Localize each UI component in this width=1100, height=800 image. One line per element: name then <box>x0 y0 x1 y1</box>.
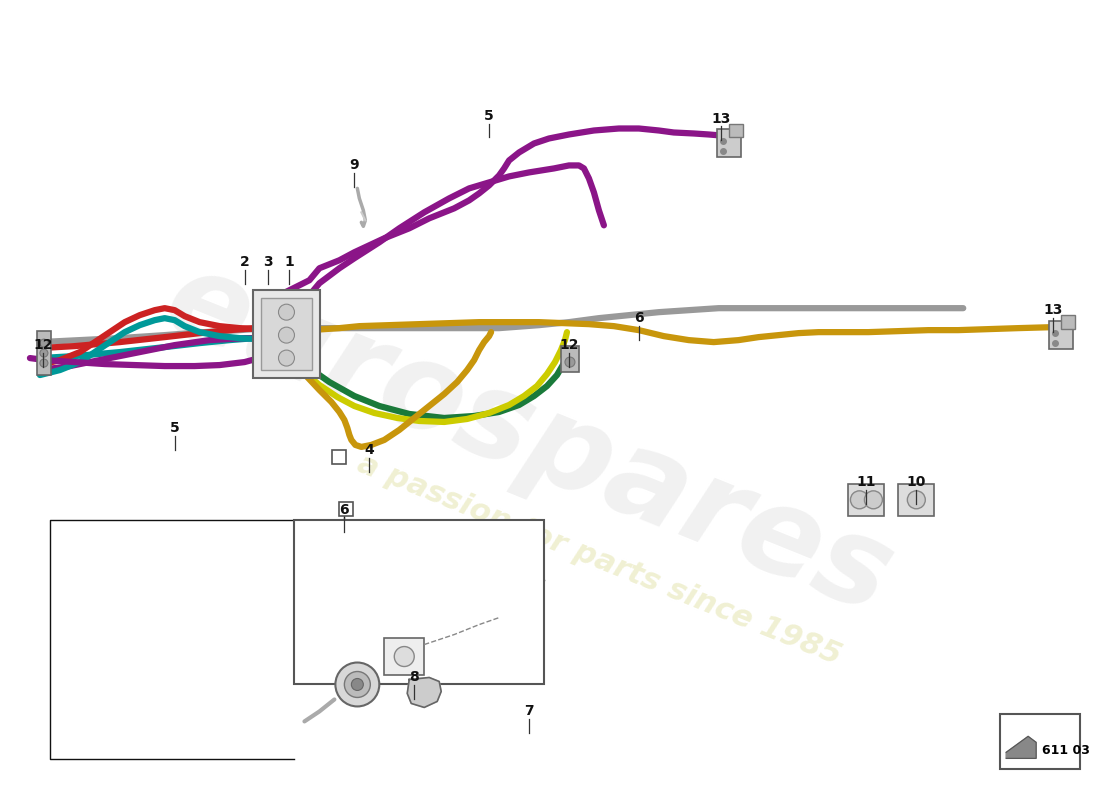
Circle shape <box>344 671 371 698</box>
Circle shape <box>40 349 48 357</box>
Circle shape <box>908 491 925 509</box>
Text: 7: 7 <box>525 705 533 718</box>
Circle shape <box>278 304 295 320</box>
Text: 5: 5 <box>169 421 179 435</box>
Text: eurospares: eurospares <box>148 241 910 639</box>
Text: 611 03: 611 03 <box>1042 744 1090 757</box>
Text: 8: 8 <box>409 670 419 685</box>
Text: 3: 3 <box>263 255 273 270</box>
Bar <box>37 331 51 375</box>
Bar <box>848 484 884 516</box>
Text: 13: 13 <box>711 111 730 126</box>
Text: 9: 9 <box>350 158 360 173</box>
Circle shape <box>850 491 868 509</box>
Text: a passion for parts since 1985: a passion for parts since 1985 <box>353 449 845 670</box>
Bar <box>295 520 544 685</box>
Bar <box>1000 714 1080 770</box>
Circle shape <box>40 339 48 347</box>
Circle shape <box>351 678 363 690</box>
Text: 1: 1 <box>285 255 295 270</box>
Text: 13: 13 <box>1044 303 1063 317</box>
Text: 5: 5 <box>484 109 494 122</box>
Circle shape <box>565 357 575 367</box>
Circle shape <box>278 350 295 366</box>
Bar <box>261 298 312 370</box>
Text: 4: 4 <box>364 443 374 457</box>
Circle shape <box>40 359 48 367</box>
Text: 10: 10 <box>906 475 926 489</box>
Text: 12: 12 <box>559 338 579 352</box>
Bar <box>253 290 320 378</box>
Circle shape <box>278 327 295 343</box>
Circle shape <box>336 662 380 706</box>
Text: 6: 6 <box>634 311 643 325</box>
Bar <box>1049 321 1072 349</box>
Text: 2: 2 <box>240 255 250 270</box>
Polygon shape <box>407 678 441 707</box>
Bar <box>332 450 346 464</box>
Bar <box>384 638 425 675</box>
Text: 6: 6 <box>340 502 349 517</box>
Text: 11: 11 <box>857 475 877 489</box>
Bar <box>728 123 743 138</box>
Bar <box>1062 315 1075 329</box>
Bar <box>899 484 934 516</box>
Bar <box>561 346 579 372</box>
Circle shape <box>865 491 882 509</box>
Bar <box>717 130 740 158</box>
Polygon shape <box>1006 736 1036 758</box>
Circle shape <box>394 646 415 666</box>
Bar <box>340 502 353 516</box>
Text: 12: 12 <box>33 338 53 352</box>
